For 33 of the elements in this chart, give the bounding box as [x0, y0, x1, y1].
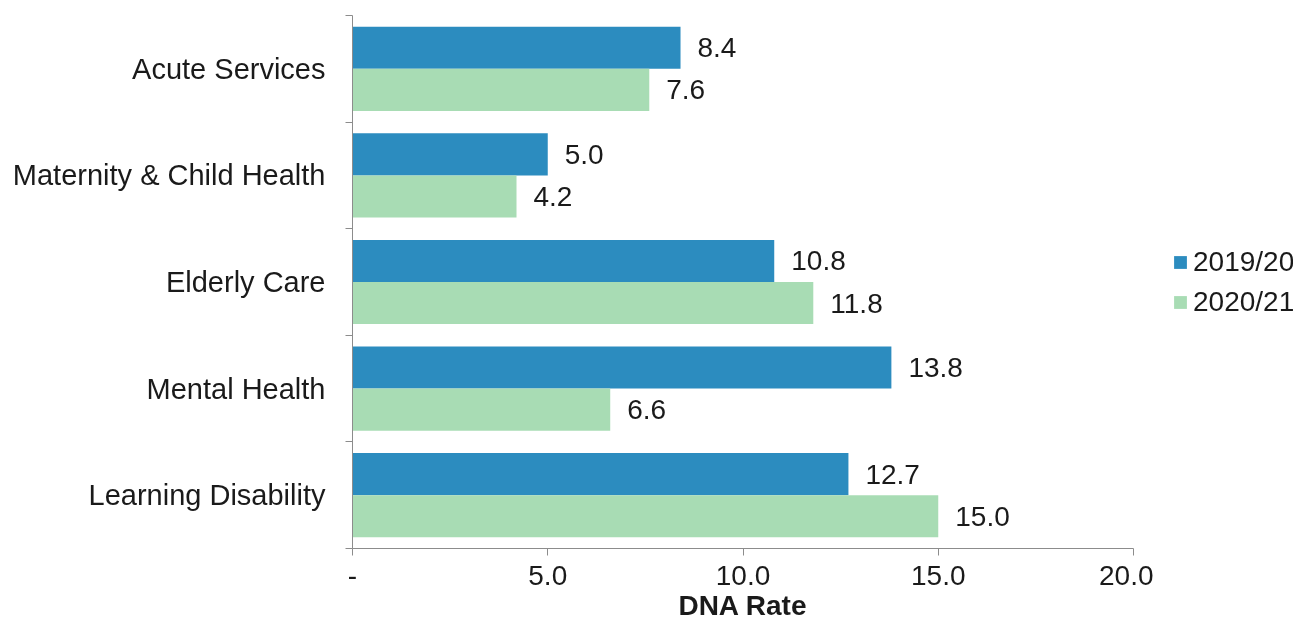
legend-label: 2020/21: [1193, 285, 1294, 318]
data-label: 8.4: [697, 32, 737, 64]
data-label: 4.2: [533, 180, 573, 212]
bar: [352, 239, 775, 282]
bar: [352, 68, 650, 111]
bar: [352, 26, 681, 69]
y-tick-label: Acute Services: [132, 52, 326, 85]
bar: [352, 388, 611, 431]
y-tick-label: Learning Disability: [88, 479, 326, 512]
bar: [352, 346, 892, 389]
data-label: 12.7: [865, 458, 920, 490]
data-label: 5.0: [564, 138, 604, 170]
data-label: 10.8: [791, 245, 846, 277]
legend-label: 2019/20: [1193, 245, 1294, 278]
x-tick-label: 10.0: [715, 559, 771, 591]
bar: [352, 282, 814, 325]
y-tick-label: Mental Health: [146, 372, 326, 405]
x-axis-title: DNA Rate: [678, 589, 807, 621]
y-tick-label: Elderly Care: [165, 266, 326, 298]
data-label: 6.6: [627, 394, 667, 426]
bar: [352, 495, 939, 538]
bar: [352, 453, 849, 496]
bar: [352, 175, 517, 218]
data-label: 15.0: [955, 500, 1010, 532]
x-tick-label: -: [347, 559, 358, 591]
x-tick-label: 20.0: [1099, 559, 1154, 591]
y-tick-label: Maternity & Child Health: [12, 159, 326, 192]
data-label: 11.8: [830, 287, 883, 319]
data-label: 7.6: [666, 74, 706, 106]
data-label: 13.8: [908, 352, 963, 384]
bar: [352, 133, 548, 176]
x-tick-label: 5.0: [528, 559, 568, 591]
x-tick-label: 15.0: [911, 559, 966, 591]
